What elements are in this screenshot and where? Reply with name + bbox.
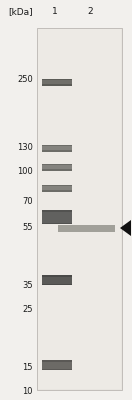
Bar [42,210,72,224]
Text: 15: 15 [22,364,33,372]
Bar [42,184,72,186]
Bar [42,275,72,276]
Bar [42,190,72,192]
Bar [42,360,72,370]
Bar [42,84,72,86]
Text: 25: 25 [22,306,33,314]
Polygon shape [120,220,131,236]
Bar [42,144,72,146]
Bar [42,360,72,362]
Bar [42,169,72,170]
Bar [42,78,72,86]
Text: 70: 70 [22,198,33,206]
Bar [42,184,72,192]
Text: 55: 55 [22,224,33,232]
Text: 100: 100 [17,168,33,176]
Bar [42,210,72,212]
Text: 130: 130 [17,144,33,152]
Text: 10: 10 [22,388,33,396]
Bar [42,368,72,370]
Text: 250: 250 [17,76,33,84]
Text: 1: 1 [52,8,58,16]
Bar [42,284,72,285]
Bar [42,164,72,170]
Bar [37,28,122,390]
Bar [42,275,72,285]
Bar [42,78,72,80]
Text: 2: 2 [87,8,93,16]
Bar [42,150,72,152]
Bar [58,224,115,232]
Bar [42,144,72,152]
Bar [42,164,72,165]
Text: [kDa]: [kDa] [8,8,33,16]
Bar [38,29,121,389]
Bar [42,222,72,224]
Text: 35: 35 [22,280,33,290]
